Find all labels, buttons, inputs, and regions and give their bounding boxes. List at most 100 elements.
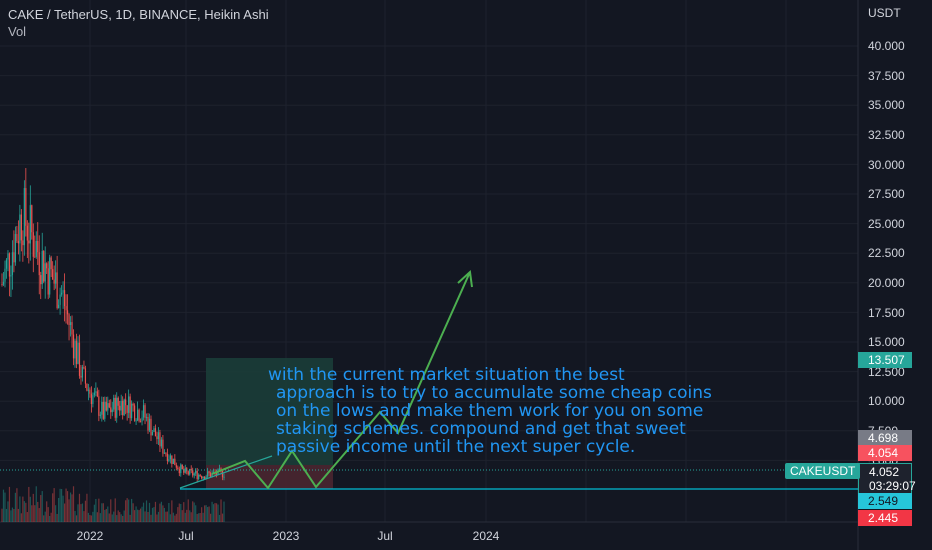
candle-body <box>201 476 203 479</box>
volume-bar <box>86 493 88 522</box>
volume-bar <box>53 488 55 522</box>
volume-bar <box>148 502 151 522</box>
candle-body <box>41 250 43 285</box>
volume-bar <box>154 501 157 522</box>
volume-bar <box>23 501 25 522</box>
candle-body <box>16 234 18 242</box>
volume-bar <box>63 503 66 522</box>
volume-bar <box>75 515 78 522</box>
volume-bar <box>13 509 15 522</box>
volume-bar <box>177 507 179 522</box>
candle-body <box>7 253 9 260</box>
candle-body <box>23 188 25 246</box>
volume-bar <box>198 513 200 522</box>
candle-body <box>83 366 85 369</box>
volume-bar <box>90 515 92 522</box>
volume-bar <box>93 504 95 522</box>
candle-body <box>172 458 174 464</box>
volume-bar <box>59 488 61 522</box>
volume-bar <box>174 515 176 522</box>
volume-bar <box>92 511 94 522</box>
volume-bar <box>159 503 161 522</box>
volume-bar <box>41 491 43 522</box>
volume-bar <box>201 507 203 522</box>
candle-body <box>107 403 109 411</box>
volume-bar <box>47 507 49 522</box>
note-line: on the lows and make them work for you o… <box>276 401 704 421</box>
candle-body <box>87 389 90 391</box>
candle-body <box>147 416 149 431</box>
volume-bar <box>199 513 201 522</box>
price-tick: 20.000 <box>868 276 905 290</box>
candle-body <box>183 469 185 473</box>
volume-bar <box>165 511 167 522</box>
candle-body <box>65 306 67 311</box>
volume-bar <box>212 504 215 522</box>
candle-body <box>11 252 14 275</box>
candle-body <box>129 396 131 419</box>
candle-body <box>96 391 98 397</box>
volume-bar <box>8 486 11 522</box>
candle-body <box>144 405 146 418</box>
candle-body <box>20 214 22 241</box>
candle-body <box>208 471 210 474</box>
volume-bar <box>40 495 42 522</box>
projection-path <box>211 271 471 490</box>
candle-body <box>90 393 92 404</box>
volume-bar <box>108 513 110 522</box>
candle-body <box>139 421 142 423</box>
candle-body <box>135 420 137 422</box>
volume-bar <box>163 507 166 522</box>
candle-body <box>19 214 21 244</box>
candle-body <box>8 253 11 277</box>
chart-title: CAKE / TetherUS, 1D, BINANCE, Heikin Ash… <box>8 7 269 22</box>
candle-body <box>119 405 121 411</box>
candlesticks <box>1 168 225 483</box>
candle-body <box>156 436 158 440</box>
volume-bar <box>144 511 146 522</box>
candle-body <box>17 241 19 244</box>
candle-body <box>223 476 225 478</box>
volume-bar <box>66 491 69 522</box>
volume-bar <box>56 513 58 522</box>
volume-bar <box>46 501 48 522</box>
candle-body <box>22 240 24 246</box>
candle-body <box>43 250 45 282</box>
candle-body <box>26 225 28 241</box>
volume-bar <box>58 497 60 522</box>
candle-body <box>116 397 118 418</box>
candle-body <box>37 240 39 253</box>
candle-body <box>52 269 54 280</box>
volume-bar <box>141 506 143 522</box>
projection-arrowhead <box>457 269 473 288</box>
volume-bar <box>80 504 82 522</box>
volume-bar <box>68 499 70 522</box>
volume-bar <box>105 508 107 522</box>
candle-body <box>134 405 136 421</box>
candle-body <box>148 418 151 431</box>
volume-bar <box>11 507 14 522</box>
candle-body <box>92 395 94 404</box>
volume-bar <box>138 510 140 522</box>
volume-bar <box>101 503 103 522</box>
candle-body <box>192 470 194 476</box>
candle-body <box>77 342 79 364</box>
candle-body <box>174 458 176 466</box>
volume-bar <box>145 500 148 522</box>
volume-bar <box>181 510 183 522</box>
volume-bar <box>102 503 104 522</box>
volume-bar <box>131 498 133 522</box>
candle-body <box>166 453 168 462</box>
volume-bar <box>110 499 112 522</box>
volume-bar <box>190 512 192 522</box>
candle-body <box>32 232 34 257</box>
volume-bar <box>2 489 5 522</box>
price-tick: 15.000 <box>868 335 905 349</box>
candle-body <box>2 281 5 285</box>
volume-bar <box>96 512 98 522</box>
candle-body <box>108 403 110 408</box>
volume-bar <box>153 507 155 522</box>
volume-bar <box>117 510 119 522</box>
candle-body <box>177 467 179 469</box>
